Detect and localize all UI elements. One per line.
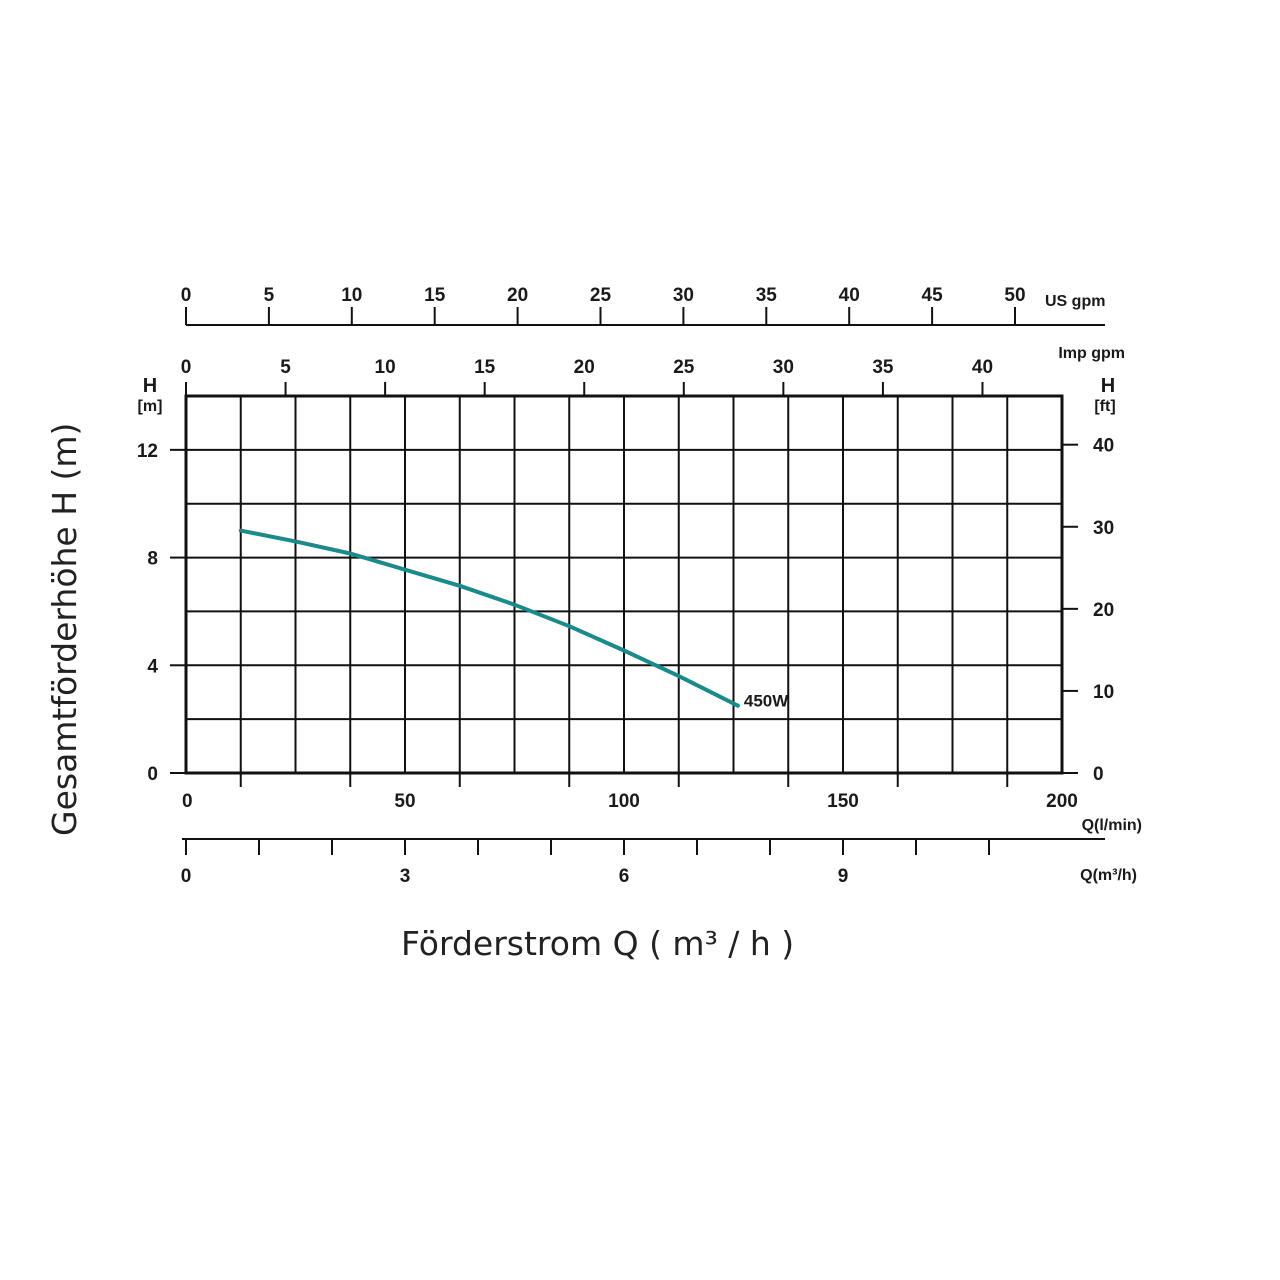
us-gpm-tick-label: 0 — [181, 285, 192, 306]
series-line-450w — [238, 528, 740, 708]
us-gpm-tick-label: 45 — [922, 285, 944, 306]
m3h-tick-label: 6 — [619, 866, 630, 887]
right-tick-label: 0 — [1093, 764, 1104, 785]
right-tick-label: 30 — [1093, 518, 1114, 539]
series-label-450w: 450W — [744, 692, 789, 711]
imp-gpm-tick-label: 25 — [673, 357, 695, 378]
x-tick-label: 100 — [608, 791, 640, 812]
imp-gpm-tick-label: 0 — [181, 357, 192, 378]
us-gpm-tick-label: 20 — [507, 285, 528, 306]
m3h-tick-label: 9 — [838, 866, 849, 887]
us-gpm-tick-label: 30 — [673, 285, 694, 306]
us-gpm-tick-label: 25 — [590, 285, 612, 306]
imp-gpm-label: Imp gpm — [1058, 345, 1125, 362]
m3h-tick-label: 0 — [181, 866, 192, 887]
us-gpm-tick-label: 5 — [264, 285, 275, 306]
grid — [184, 394, 1064, 775]
y-axis-title: Gesamtförderhöhe H (m) — [45, 423, 84, 836]
us-gpm-tick-label: 15 — [424, 285, 446, 306]
series-layer: 450W — [238, 528, 789, 711]
us-gpm-tick-label: 35 — [756, 285, 778, 306]
imp-gpm-tick-label: 5 — [280, 357, 291, 378]
us-gpm-label: US gpm — [1045, 293, 1105, 310]
y-tick-label: 12 — [137, 441, 158, 462]
y-tick-label: 0 — [147, 764, 158, 785]
right-tick-label: 20 — [1093, 600, 1114, 621]
right-tick-label: 40 — [1093, 436, 1114, 457]
imp-gpm-tick-label: 35 — [872, 357, 894, 378]
imp-gpm-tick-label: 30 — [773, 357, 794, 378]
us-gpm-tick-label: 10 — [341, 285, 362, 306]
imp-gpm-tick-label: 20 — [574, 357, 595, 378]
plot-frame — [184, 394, 1064, 775]
x-axis-unit-lmin: Q(l/min) — [1082, 817, 1142, 834]
x-tick-label: 0 — [182, 791, 193, 812]
x-axis-title: Förderstrom Q ( m³ / h ) — [401, 924, 794, 963]
x-tick-label: 150 — [827, 791, 859, 812]
right-axis-unit-h: H — [1101, 375, 1115, 397]
right-axis-unit-ft: [ft] — [1094, 398, 1115, 415]
imp-gpm-tick-label: 40 — [972, 357, 993, 378]
y-tick-label: 4 — [147, 656, 158, 677]
y-axis-unit-m: [m] — [138, 398, 163, 415]
m3h-label: Q(m³/h) — [1080, 867, 1137, 884]
imp-gpm-tick-label: 15 — [474, 357, 496, 378]
x-tick-label: 200 — [1046, 791, 1078, 812]
us-gpm-tick-label: 40 — [839, 285, 860, 306]
us-gpm-tick-label: 50 — [1004, 285, 1025, 306]
y-tick-label: 8 — [147, 549, 158, 570]
right-tick-label: 10 — [1093, 682, 1114, 703]
x-tick-label: 50 — [394, 791, 415, 812]
y-axis-unit-h: H — [143, 375, 157, 397]
m3h-tick-label: 3 — [400, 866, 411, 887]
imp-gpm-tick-label: 10 — [375, 357, 396, 378]
